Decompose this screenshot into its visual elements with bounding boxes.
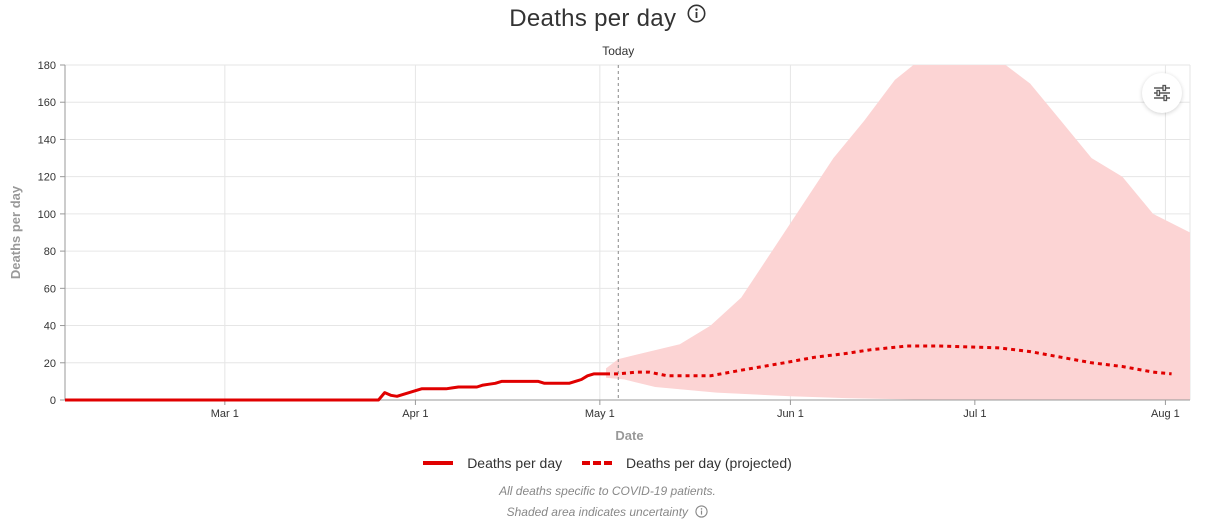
legend-swatch-dashed: [582, 461, 613, 465]
uncertainty-band: [606, 65, 1190, 400]
y-tick-label: 180: [38, 60, 56, 72]
y-tick-label: 140: [38, 134, 56, 146]
legend-label-projected: Deaths per day (projected): [626, 455, 792, 471]
y-tick-label: 100: [38, 209, 56, 221]
y-tick-label: 120: [38, 172, 56, 184]
x-tick-label: Aug 1: [1151, 408, 1180, 420]
info-icon[interactable]: [695, 505, 709, 521]
today-marker-label: Today: [602, 44, 634, 58]
legend-item-projected[interactable]: Deaths per day (projected): [582, 455, 792, 471]
x-axis-label: Date: [615, 428, 643, 443]
x-tick-label: Jul 1: [963, 408, 986, 420]
legend-label-actual: Deaths per day: [467, 455, 563, 471]
sliders-icon: [1154, 84, 1170, 102]
info-icon[interactable]: [687, 4, 706, 28]
y-tick-label: 40: [44, 321, 56, 333]
legend-swatch-solid: [423, 461, 454, 465]
series-line-actual: [65, 372, 606, 402]
chart-legend: Deaths per day Deaths per day (projected…: [0, 452, 1215, 471]
legend-item-actual[interactable]: Deaths per day: [423, 455, 562, 471]
y-tick-label: 0: [50, 395, 56, 407]
y-tick-label: 20: [44, 358, 56, 370]
y-tick-label: 60: [44, 283, 56, 295]
chart-settings-button[interactable]: [1142, 73, 1182, 113]
x-tick-label: Mar 1: [211, 408, 239, 420]
x-tick-label: Jun 1: [777, 408, 804, 420]
footnote-uncertainty-text: Shaded area indicates uncertainty: [506, 505, 689, 519]
chart-title: Deaths per day: [509, 5, 677, 32]
y-axis-label: Deaths per day: [8, 185, 23, 279]
footnote-uncertainty: Shaded area indicates uncertainty: [0, 505, 1215, 521]
x-tick-label: May 1: [585, 408, 615, 420]
y-tick-label: 160: [38, 97, 56, 109]
x-tick-label: Apr 1: [402, 408, 428, 420]
footnote-deaths: All deaths specific to COVID-19 patients…: [499, 484, 716, 498]
y-tick-label: 80: [44, 246, 56, 258]
